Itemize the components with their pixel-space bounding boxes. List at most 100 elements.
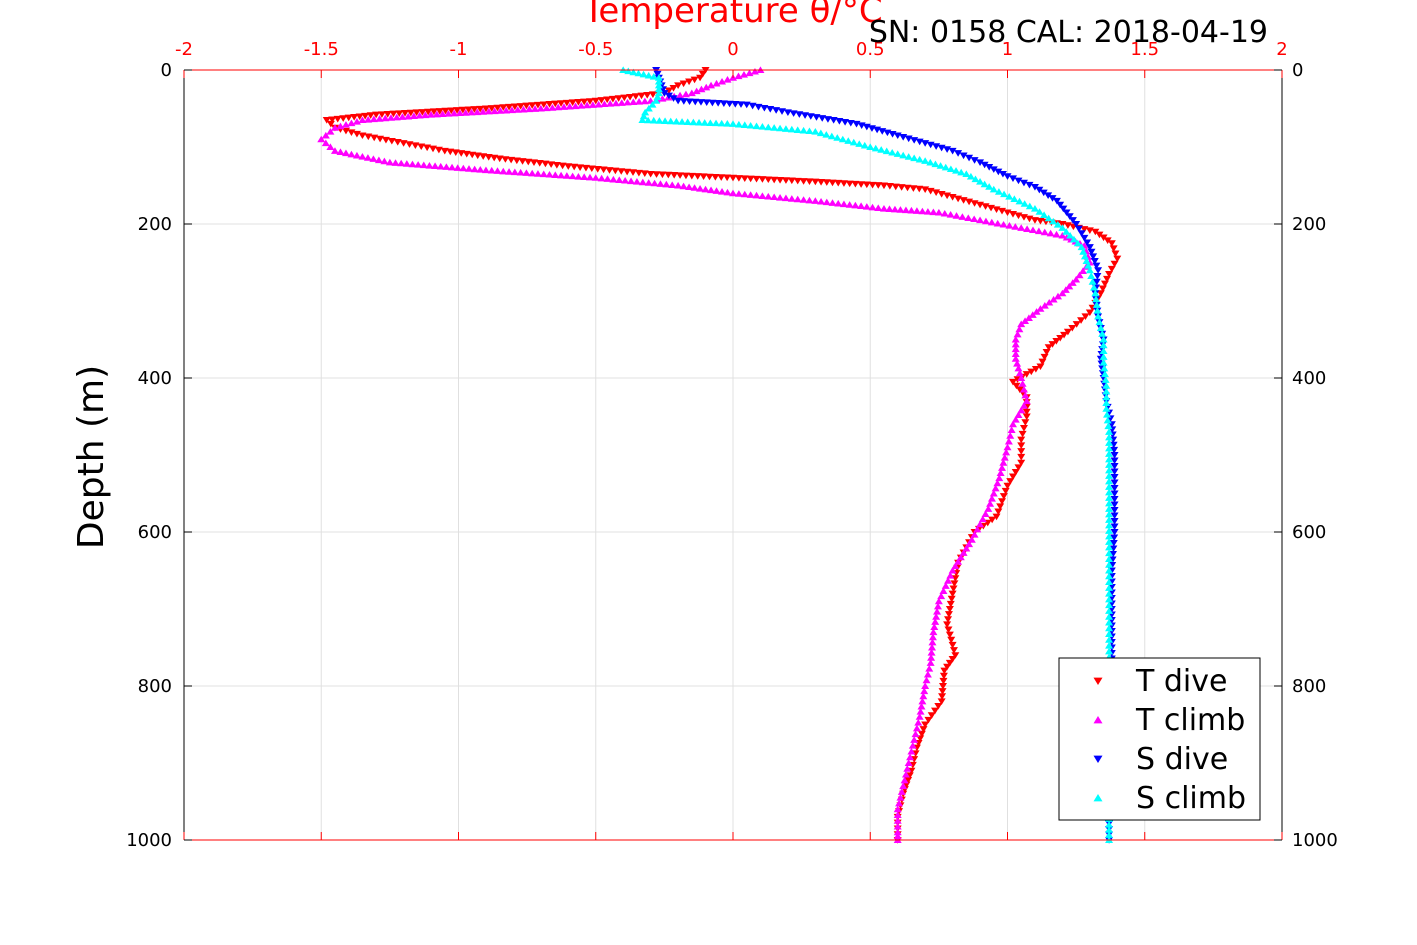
data-point [799, 196, 808, 203]
x-tick-label: -0.5 [578, 39, 613, 60]
data-point [691, 98, 700, 106]
data-point [945, 659, 954, 667]
legend-marker [1093, 715, 1103, 724]
data-point [900, 776, 909, 784]
data-point [398, 113, 407, 120]
data-point [945, 631, 954, 639]
data-point [623, 98, 632, 106]
data-point [1018, 380, 1027, 387]
data-point [985, 164, 994, 171]
data-point [816, 129, 825, 137]
data-point [558, 162, 567, 170]
data-point [812, 114, 821, 121]
data-point [745, 69, 754, 77]
data-point [903, 765, 912, 772]
data-point [1017, 320, 1026, 328]
data-point [419, 161, 428, 169]
data-point [931, 707, 940, 715]
data-point [1062, 233, 1071, 241]
data-point [436, 162, 445, 170]
data-point [946, 165, 955, 173]
data-point [917, 730, 926, 738]
data-point [954, 150, 963, 157]
data-point [1017, 374, 1026, 381]
data-point [760, 104, 769, 112]
data-point [1019, 385, 1028, 393]
data-point [893, 811, 902, 818]
data-point [993, 479, 1002, 487]
data-point [835, 118, 844, 125]
data-point [685, 78, 694, 86]
data-point [585, 98, 594, 105]
data-point [1105, 494, 1114, 501]
data-point [1017, 406, 1026, 414]
data-point [1007, 426, 1016, 433]
data-point [695, 118, 704, 126]
data-point [687, 89, 696, 97]
data-point [1087, 272, 1096, 279]
data-point [971, 175, 980, 183]
data-point [392, 113, 401, 121]
data-point [548, 104, 557, 111]
data-point [706, 119, 715, 126]
data-point [844, 137, 853, 144]
data-point [588, 101, 597, 108]
data-point [890, 205, 899, 213]
data-point [1011, 355, 1020, 362]
data-point [770, 124, 779, 131]
data-point [910, 736, 919, 743]
data-point [412, 109, 421, 116]
data-point [702, 83, 711, 91]
tick-marks [183, 69, 1283, 841]
data-point [1105, 433, 1114, 441]
data-point [391, 159, 400, 166]
data-point [1005, 192, 1014, 200]
data-point [679, 98, 688, 105]
data-point [476, 166, 485, 173]
data-point [987, 218, 996, 226]
data-point [918, 697, 927, 705]
data-point [577, 102, 586, 109]
data-point [1105, 483, 1114, 490]
data-point [344, 114, 353, 122]
data-point [941, 163, 950, 171]
data-point [361, 112, 370, 120]
data-point [959, 549, 968, 556]
data-point [976, 178, 985, 185]
data-point [999, 459, 1008, 466]
data-point [874, 204, 883, 211]
data-point [1062, 209, 1071, 217]
data-point [1105, 521, 1114, 529]
data-point [893, 828, 902, 836]
data-point [849, 138, 858, 146]
data-point [707, 81, 716, 89]
data-point [801, 112, 810, 119]
data-point [1014, 364, 1023, 372]
data-point [787, 195, 796, 202]
data-point [640, 97, 649, 105]
data-point [1079, 248, 1088, 255]
data-point [1105, 472, 1114, 479]
data-point [551, 100, 560, 108]
data-point [1082, 257, 1091, 264]
data-point [1085, 266, 1094, 274]
data-point [845, 180, 854, 188]
data-point [1094, 267, 1103, 274]
data-point [352, 117, 361, 125]
x-tick-label: 0.5 [856, 39, 885, 60]
data-point [1103, 410, 1112, 418]
data-point [321, 131, 330, 139]
data-point [559, 103, 568, 110]
data-point [524, 158, 533, 166]
data-point [799, 126, 808, 134]
data-point [951, 652, 960, 659]
data-point [1105, 527, 1114, 534]
data-point [1023, 225, 1032, 232]
data-point [609, 175, 618, 183]
data-point [965, 540, 974, 548]
data-point [937, 592, 946, 600]
data-point [1108, 551, 1117, 558]
data-point [999, 493, 1008, 500]
data-point [638, 116, 647, 124]
data-point [552, 161, 561, 169]
